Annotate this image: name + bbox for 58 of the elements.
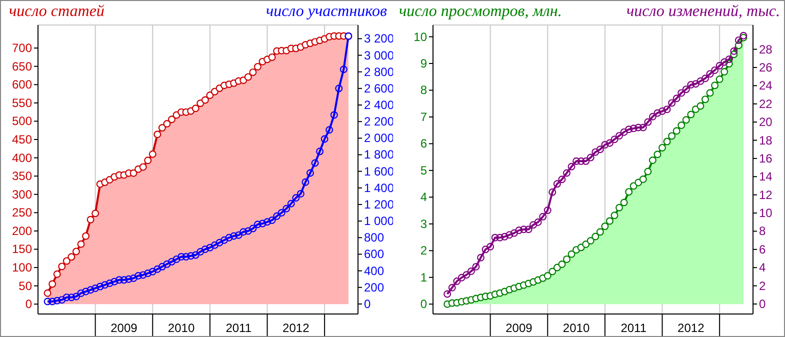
y2-tick-label: 24 [759,78,773,93]
y-tick-label: 100 [12,260,32,275]
y-tick-label: 10 [414,30,428,44]
y-tick-label: 9 [420,56,428,70]
x-tick-label: 2009 [506,321,533,335]
x-tick-label: 2010 [562,321,590,335]
y2-axis-title: число участников [266,3,387,21]
y2-tick-label: 28 [759,42,773,56]
y2-tick-label: 10 [759,206,773,220]
x-tick-label: 2012 [282,321,310,335]
y-tick-label: 400 [12,150,32,165]
y-tick-label: 450 [12,132,32,147]
y2-tick-label: 14 [759,170,773,184]
x-tick-label: 2011 [226,321,252,335]
x-tick-label: 2012 [678,321,705,335]
y-tick-label: 250 [12,206,32,220]
y-axis-title: число статей [9,3,104,21]
y-tick-label: 2 [420,244,428,258]
y-tick-label: 0 [420,297,428,312]
y2-tick-label: 18 [759,133,773,148]
y-tick-label: 3 [420,216,428,231]
y2-tick-label: 2 [759,278,766,293]
y-tick-label: 300 [12,187,32,202]
y-tick-label: 550 [12,96,32,110]
y-axis-title: число просмотров, млн. [399,3,562,21]
y2-tick-label: 6 [759,242,766,256]
x-tick-label: 2011 [620,321,647,335]
y2-tick-label: 800 [364,230,384,245]
y-tick-label: 650 [12,59,32,74]
y2-tick-label: 200 [364,280,384,294]
y-tick-label: 350 [12,169,32,184]
y2-tick-label: 12 [759,188,773,202]
y2-axis-title: число изменений, тыс. [626,3,780,21]
y-tick-label: 600 [12,78,32,92]
y-tick-label: 200 [12,224,32,238]
y2-tick-label: 0 [759,296,766,311]
y-tick-label: 6 [420,136,428,151]
y2-tick-label: 600 [364,247,384,262]
x-tick-label: 2010 [168,321,195,335]
y-tick-label: 1 [420,270,428,284]
y2-tick-label: 400 [364,264,384,278]
y2-tick-label: 16 [759,151,773,166]
y-tick-label: 0 [25,297,32,312]
y-tick-label: 50 [18,278,32,293]
y2-tick-label: 4 [759,260,766,275]
y2-tick-label: 0 [364,296,371,311]
y2-tick-label: 22 [759,96,773,111]
y-tick-label: 7 [420,110,428,124]
y-tick-label: 150 [12,242,32,256]
y2-tick-label: 20 [759,115,773,130]
y-tick-label: 4 [420,190,428,204]
x-tick-label: 2009 [110,321,138,335]
y-tick-label: 500 [12,114,32,128]
y2-tick-label: 26 [759,60,773,74]
y-tick-label: 700 [12,41,32,56]
y-tick-label: 5 [420,163,428,178]
y-tick-label: 8 [420,83,428,98]
y2-tick-label: 8 [759,224,766,238]
